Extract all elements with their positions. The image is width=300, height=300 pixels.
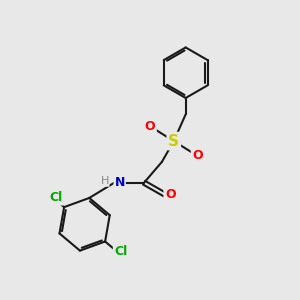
Text: H: H xyxy=(100,176,109,186)
Text: Cl: Cl xyxy=(50,191,63,204)
Text: O: O xyxy=(165,188,175,201)
Text: Cl: Cl xyxy=(114,244,128,258)
Text: O: O xyxy=(192,149,203,162)
Text: N: N xyxy=(115,176,125,189)
Text: O: O xyxy=(145,120,155,133)
Text: S: S xyxy=(168,134,179,148)
